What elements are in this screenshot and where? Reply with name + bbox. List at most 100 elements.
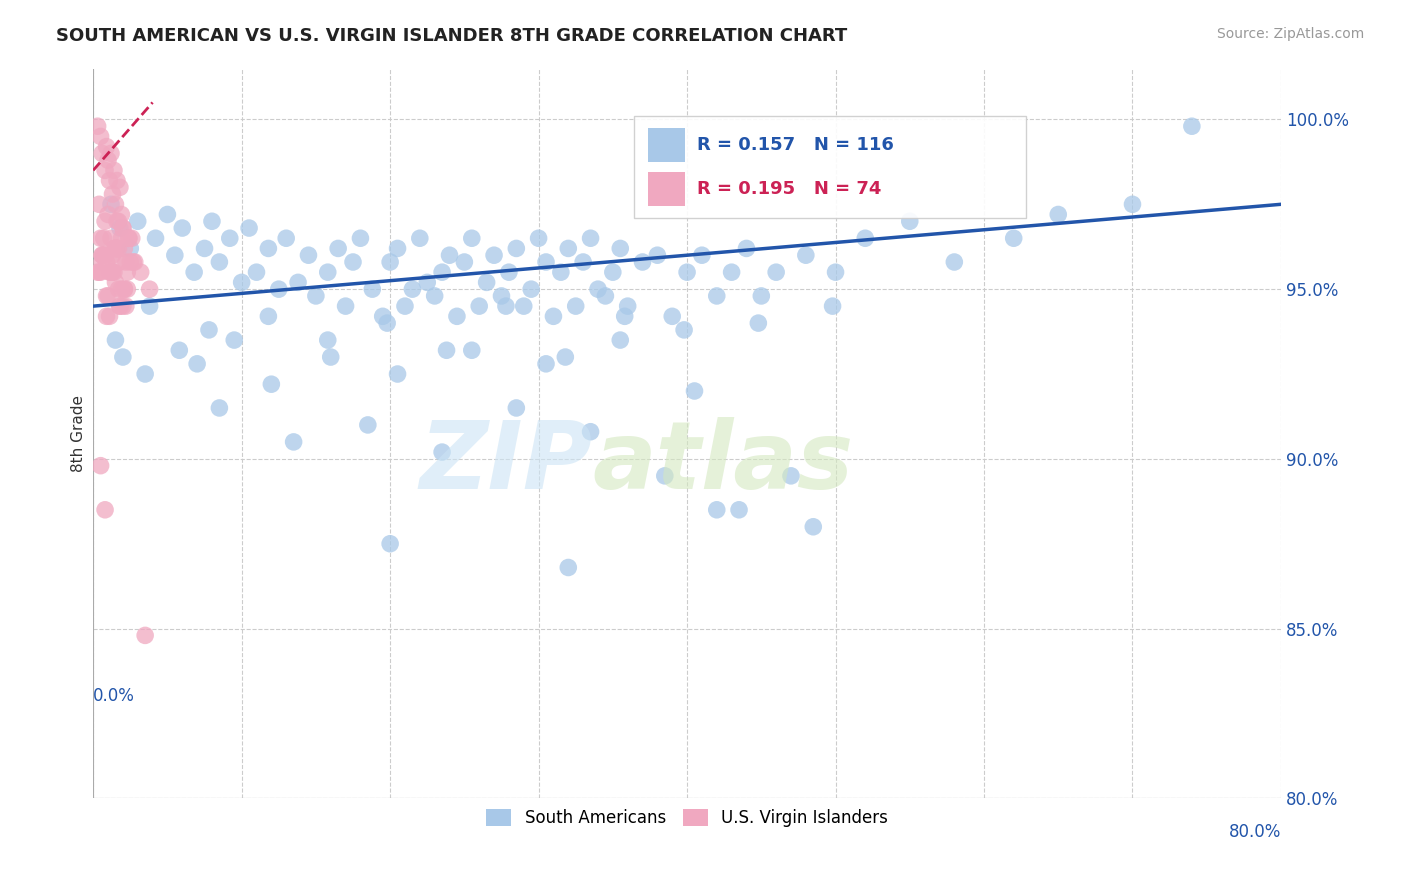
Point [534, 357, 557, 371]
Point [631, 255, 654, 269]
Point [101, 248, 124, 262]
Point [780, 468, 803, 483]
Text: R = 0.195   N = 74: R = 0.195 N = 74 [696, 180, 882, 198]
Point [543, 310, 565, 324]
Point [616, 299, 638, 313]
Point [1047, 207, 1070, 221]
Point [749, 289, 772, 303]
Point [103, 242, 125, 256]
Point [498, 265, 520, 279]
Point [122, 255, 145, 269]
Point [482, 248, 505, 262]
Point [91, 248, 114, 262]
Point [97, 153, 120, 168]
Point [550, 265, 572, 279]
Point [765, 265, 787, 279]
Legend: South Americans, U.S. Virgin Islanders: South Americans, U.S. Virgin Islanders [479, 802, 894, 834]
Point [430, 265, 453, 279]
Point [706, 289, 728, 303]
Point [183, 265, 205, 279]
Text: Source: ZipAtlas.com: Source: ZipAtlas.com [1216, 27, 1364, 41]
Point [613, 310, 636, 324]
Point [378, 255, 401, 269]
Point [112, 242, 135, 256]
Point [208, 255, 231, 269]
Point [100, 146, 122, 161]
Point [409, 231, 432, 245]
Point [103, 265, 125, 279]
Point [91, 248, 114, 262]
Point [127, 214, 149, 228]
Point [110, 231, 132, 245]
Point [105, 173, 128, 187]
Point [257, 242, 280, 256]
Point [602, 265, 624, 279]
Point [89, 265, 111, 279]
Text: R = 0.157   N = 116: R = 0.157 N = 116 [696, 136, 893, 154]
Point [156, 207, 179, 221]
Point [94, 503, 117, 517]
Point [371, 310, 394, 324]
Point [375, 316, 398, 330]
Point [104, 197, 127, 211]
Point [534, 255, 557, 269]
Point [98, 173, 121, 187]
Point [461, 231, 484, 245]
Point [96, 310, 118, 324]
Point [138, 299, 160, 313]
Point [349, 231, 371, 245]
Point [100, 265, 122, 279]
Point [108, 299, 131, 313]
Point [257, 310, 280, 324]
Point [117, 265, 139, 279]
Point [595, 289, 617, 303]
Point [661, 310, 683, 324]
Point [186, 357, 208, 371]
Point [794, 248, 817, 262]
Point [91, 255, 114, 269]
Point [453, 255, 475, 269]
Point [572, 255, 595, 269]
Point [1181, 120, 1204, 134]
Point [495, 299, 517, 313]
Point [118, 231, 141, 245]
Point [108, 299, 131, 313]
Point [276, 231, 298, 245]
Point [110, 207, 132, 221]
Text: atlas: atlas [592, 417, 853, 508]
Point [513, 299, 536, 313]
Point [238, 221, 260, 235]
Point [735, 242, 758, 256]
Point [801, 520, 824, 534]
Point [231, 276, 253, 290]
Point [86, 265, 108, 279]
FancyBboxPatch shape [648, 128, 685, 162]
Point [134, 367, 156, 381]
Point [316, 333, 339, 347]
Point [423, 289, 446, 303]
Point [728, 503, 751, 517]
Point [104, 242, 127, 256]
Point [943, 255, 966, 269]
Point [108, 180, 131, 194]
Point [579, 231, 602, 245]
Point [115, 299, 138, 313]
Point [111, 221, 134, 235]
Point [319, 350, 342, 364]
Point [654, 468, 676, 483]
Point [520, 282, 543, 296]
Point [93, 231, 115, 245]
Point [394, 299, 416, 313]
Point [108, 255, 131, 269]
Point [98, 310, 121, 324]
Point [720, 265, 742, 279]
Point [105, 214, 128, 228]
Point [104, 276, 127, 290]
Point [86, 120, 108, 134]
Point [201, 214, 224, 228]
Point [416, 276, 439, 290]
Point [120, 242, 142, 256]
Point [505, 401, 527, 415]
Point [94, 214, 117, 228]
Point [853, 231, 876, 245]
